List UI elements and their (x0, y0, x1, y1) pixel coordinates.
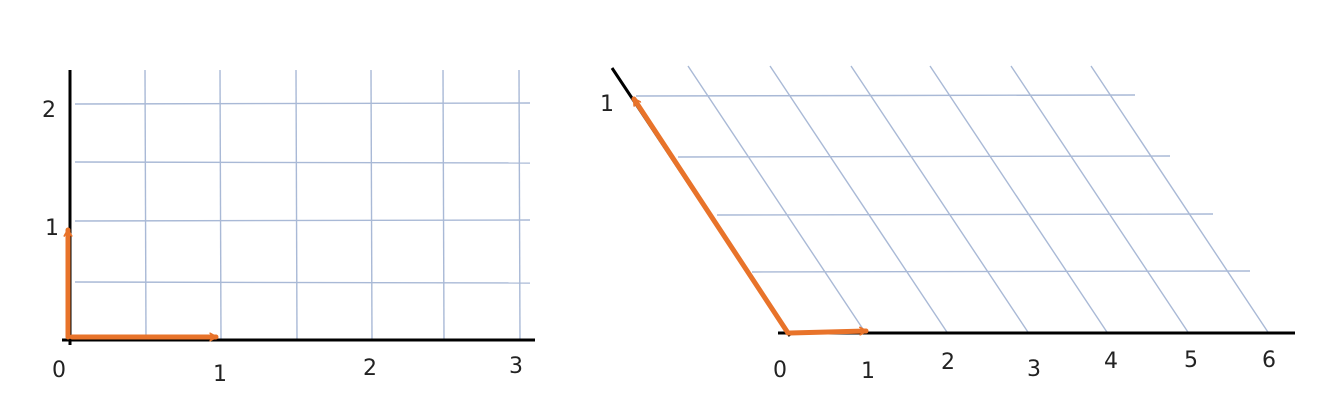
left-y-tick-label-1: 1 (45, 216, 59, 241)
right-x-tick-label-0: 0 (773, 358, 787, 383)
right-x-tick-label-4: 4 (1104, 349, 1118, 374)
left-grid-line-h (74, 219, 531, 222)
left-grid-line-v (144, 69, 147, 341)
right-x-tick-label-3: 3 (1027, 357, 1041, 382)
left-grid-line-v (442, 69, 445, 341)
left-diagram: 0 1 2 3 1 2 (42, 69, 535, 387)
left-grid-line-h (74, 161, 531, 164)
left-x-tick-label-2: 2 (363, 356, 377, 381)
left-grid-line-v (295, 69, 298, 341)
right-grid-line-h (716, 213, 1214, 216)
left-grid (74, 69, 531, 341)
right-grid-line-h (635, 94, 1136, 97)
right-diagram: 0 1 2 3 4 5 6 1 (600, 65, 1295, 384)
right-x-tick-label-5: 5 (1184, 348, 1198, 373)
left-grid-line-v (370, 69, 373, 341)
right-basis-vector-skew (631, 96, 791, 336)
right-grid-line-skew (1090, 65, 1270, 334)
right-grid-line-skew (769, 65, 949, 334)
right-grid-line-skew (929, 65, 1109, 334)
right-grid-line-h (751, 270, 1251, 273)
left-y-tick-label-2: 2 (42, 98, 56, 123)
left-x-tick-label-1: 1 (213, 362, 227, 387)
right-grid-line-h (677, 155, 1171, 158)
left-grid-line-v (219, 69, 222, 341)
right-skew-tick-label-1: 1 (600, 92, 614, 117)
right-x-tick-label-6: 6 (1262, 348, 1276, 373)
right-grid-line-skew (687, 65, 867, 334)
left-grid-line-h (74, 281, 531, 284)
right-grid (635, 65, 1270, 334)
left-x-tick-label-0: 0 (52, 358, 66, 383)
right-grid-line-skew (1010, 65, 1190, 334)
right-x-tick-label-2: 2 (941, 350, 955, 375)
left-grid-line-v (518, 69, 521, 341)
left-grid-line-h (74, 102, 531, 105)
left-x-tick-label-3: 3 (509, 354, 523, 379)
right-x-tick-label-1: 1 (861, 359, 875, 384)
right-grid-line-skew (850, 65, 1030, 334)
right-basis-vector-x (787, 331, 869, 333)
